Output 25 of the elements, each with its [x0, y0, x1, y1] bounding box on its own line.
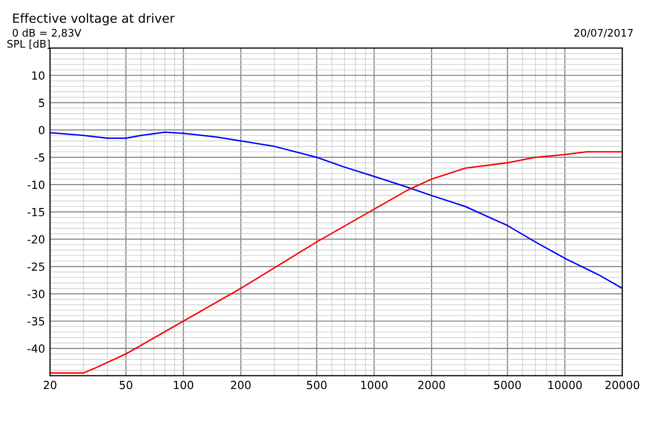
y-tick-label: -15: [28, 208, 44, 216]
y-tick-label: -40: [28, 344, 44, 353]
y-tick-label: 10: [32, 71, 44, 80]
y-axis-title: SPL [dB]: [7, 40, 50, 49]
y-tick-label: -20: [28, 235, 44, 244]
x-tick-label: 20000: [605, 380, 640, 390]
x-tick-label: 2000: [418, 380, 445, 390]
y-tick-label: -25: [28, 262, 44, 271]
y-tick-label: -30: [28, 290, 44, 298]
chart-subtitle: 0 dB = 2,83V: [12, 28, 82, 38]
y-tick-label: -35: [28, 317, 44, 326]
x-tick-label: 500: [306, 380, 327, 390]
y-tick-label: 0: [38, 126, 44, 134]
y-tick-label: -10: [28, 180, 44, 189]
y-tick-label: 5: [38, 98, 44, 108]
x-tick-label: 50: [120, 380, 132, 390]
x-tick-label: 100: [174, 380, 194, 390]
chart-title: Effective voltage at driver: [13, 13, 175, 26]
y-tick-label: -5: [34, 153, 44, 162]
x-tick-label: 10000: [548, 380, 582, 390]
x-tick-label: 1000: [361, 380, 388, 390]
text: 20/07/2017: [574, 28, 633, 38]
x-tick-label: 200: [230, 380, 251, 390]
x-tick-label: 20: [44, 380, 56, 390]
x-tick-label: 5000: [494, 380, 521, 390]
